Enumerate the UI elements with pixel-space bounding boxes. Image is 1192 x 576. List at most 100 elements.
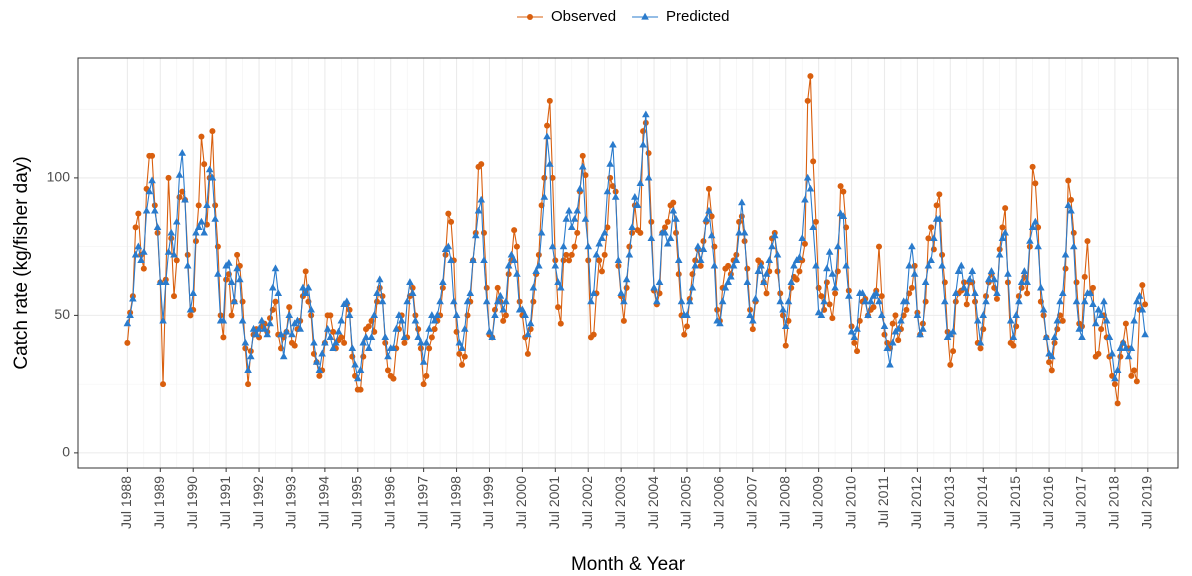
point (902, 297, 911, 305)
point (327, 312, 334, 319)
point (870, 304, 877, 311)
point (754, 267, 763, 274)
point (738, 213, 745, 220)
point (1091, 319, 1100, 327)
point (935, 214, 944, 222)
point (565, 206, 573, 214)
point (1029, 163, 1036, 170)
point (455, 338, 464, 346)
point (803, 173, 812, 181)
point (1089, 284, 1096, 291)
point (606, 159, 614, 167)
point (1135, 291, 1144, 299)
point (897, 316, 905, 324)
point (875, 243, 882, 250)
point (151, 206, 159, 214)
point (1094, 305, 1103, 313)
point (973, 316, 982, 324)
point (905, 261, 913, 269)
point (984, 275, 993, 283)
point (626, 243, 633, 250)
point (529, 283, 538, 291)
x-tick-label: Jul 1994 (316, 476, 332, 529)
x-tick-label: Jul 2018 (1106, 476, 1122, 529)
x-tick-label: Jul 2004 (645, 476, 661, 529)
point (172, 217, 181, 225)
point (156, 278, 165, 285)
point (480, 256, 488, 263)
point (759, 278, 768, 285)
point (1059, 317, 1066, 324)
point (1012, 311, 1020, 318)
point (842, 261, 850, 269)
point (194, 223, 203, 230)
point (466, 289, 475, 296)
point (186, 305, 195, 313)
point (793, 276, 800, 283)
point (826, 301, 833, 308)
point (820, 297, 828, 305)
point (707, 231, 716, 239)
point (962, 289, 971, 296)
point (1108, 349, 1116, 357)
point (861, 297, 870, 305)
point (971, 289, 979, 296)
point (252, 330, 261, 338)
point (463, 297, 472, 305)
point (1039, 305, 1048, 313)
point (277, 330, 285, 338)
point (425, 324, 433, 332)
point (357, 386, 364, 393)
point (809, 223, 817, 230)
point (972, 298, 979, 305)
point (480, 229, 487, 236)
x-tick-label: Jul 2008 (776, 476, 792, 529)
point (817, 311, 826, 318)
point (1061, 250, 1070, 258)
point (925, 235, 932, 242)
point (847, 327, 856, 335)
point (881, 331, 888, 338)
point (647, 234, 656, 241)
point (544, 122, 551, 129)
point (423, 372, 430, 379)
point (403, 297, 411, 305)
point (171, 293, 178, 300)
point (255, 324, 263, 332)
point (950, 348, 957, 355)
point (587, 297, 595, 305)
point (419, 357, 428, 365)
point (949, 327, 957, 335)
point (696, 256, 705, 263)
point (765, 256, 774, 263)
point (384, 352, 392, 360)
point (208, 173, 217, 181)
point (673, 229, 680, 236)
point (987, 267, 996, 274)
series-line (126, 76, 1146, 404)
point (176, 194, 183, 201)
point (1006, 316, 1015, 324)
point (436, 297, 444, 305)
point (494, 284, 501, 291)
point (326, 333, 335, 340)
point (203, 201, 211, 208)
point (1114, 400, 1121, 407)
point (214, 243, 221, 250)
point (837, 183, 844, 190)
point (574, 229, 581, 236)
point (823, 279, 830, 286)
point (1058, 289, 1067, 296)
point (433, 311, 442, 318)
x-tick-label: Jul 2015 (1007, 476, 1023, 529)
point (417, 338, 425, 346)
point (744, 265, 751, 272)
point (732, 256, 741, 263)
point (234, 251, 241, 258)
point (768, 242, 776, 250)
point (727, 272, 735, 280)
point (825, 247, 834, 255)
point (866, 297, 875, 305)
point (233, 264, 241, 272)
